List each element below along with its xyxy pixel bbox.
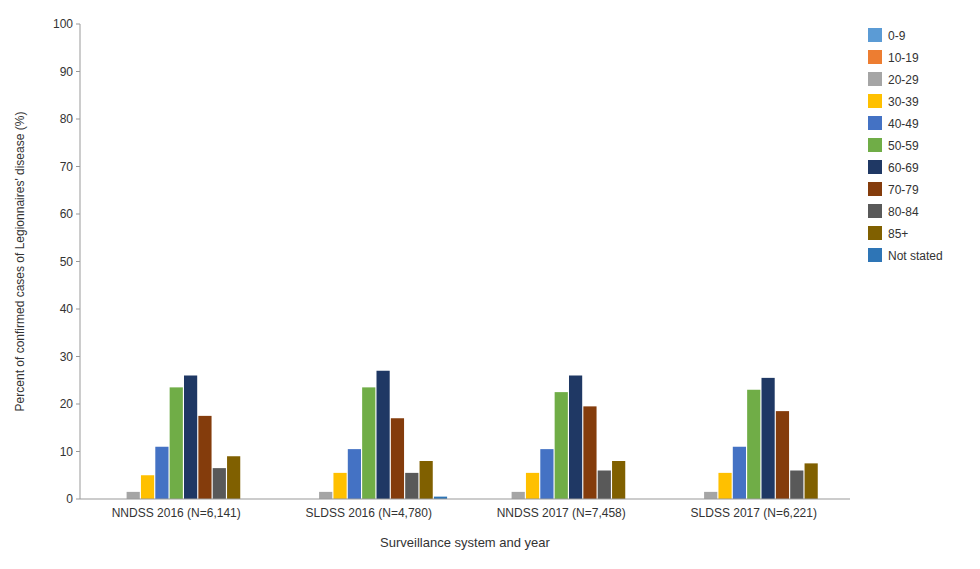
legend-swatch — [868, 138, 882, 152]
bar — [170, 387, 183, 499]
legend: 0-9 10-19 20-29 30-39 40-49 50-59 60-69 70-79 80… — [868, 28, 943, 263]
bar — [704, 492, 717, 499]
bar — [227, 456, 240, 499]
legend-swatch — [868, 204, 882, 218]
bar — [141, 475, 154, 499]
legend-label: 85+ — [888, 227, 908, 241]
bar — [362, 387, 375, 499]
bar — [155, 447, 168, 499]
bar — [526, 473, 539, 499]
bar — [733, 447, 746, 499]
y-tick — [76, 309, 80, 310]
y-tick-label: 90 — [60, 65, 74, 79]
x-tick-label: SLDSS 2016 (N=4,780) — [306, 506, 432, 520]
bar — [376, 371, 389, 499]
x-tick-label: NNDSS 2017 (N=7,458) — [497, 506, 626, 520]
y-tick — [76, 24, 80, 25]
bar — [555, 392, 568, 499]
legend-label: Not stated — [888, 249, 943, 263]
y-tick-label: 20 — [60, 397, 74, 411]
y-tick-label: 40 — [60, 302, 74, 316]
legend-label: 20-29 — [888, 73, 919, 87]
legend-label: 60-69 — [888, 161, 919, 175]
bar — [761, 378, 774, 499]
legend-label: 10-19 — [888, 51, 919, 65]
legend-swatch — [868, 28, 882, 42]
legend-label: 50-59 — [888, 139, 919, 153]
bar — [512, 492, 525, 499]
legend-swatch — [868, 226, 882, 240]
y-tick — [76, 214, 80, 215]
legend-swatch — [868, 94, 882, 108]
bar — [718, 473, 731, 499]
x-tick-label: SLDSS 2017 (N=6,221) — [691, 506, 817, 520]
bar — [598, 471, 611, 500]
bar — [776, 411, 789, 499]
bar — [420, 461, 433, 499]
bar — [583, 406, 596, 499]
bar — [540, 449, 553, 499]
bar — [184, 376, 197, 500]
legend-swatch — [868, 72, 882, 86]
y-tick — [76, 261, 80, 262]
bar — [213, 468, 226, 499]
bar — [790, 471, 803, 500]
legend-swatch — [868, 116, 882, 130]
y-tick-label: 70 — [60, 160, 74, 174]
bar — [348, 449, 361, 499]
y-tick — [76, 71, 80, 72]
x-axis-label: Surveillance system and year — [380, 535, 550, 550]
legend-label: 30-39 — [888, 95, 919, 109]
legend-swatch — [868, 182, 882, 196]
bar — [127, 492, 140, 499]
bars — [127, 371, 818, 499]
y-tick-label: 10 — [60, 445, 74, 459]
y-tick — [76, 356, 80, 357]
bar — [805, 463, 818, 499]
axes: 0 10 20 30 40 50 60 70 80 90 100 NNDSS 2016 (N=6,14… — [53, 17, 850, 520]
y-tick — [76, 119, 80, 120]
y-tick — [76, 451, 80, 452]
bar — [747, 390, 760, 499]
y-tick — [76, 404, 80, 405]
legend-label: 80-84 — [888, 205, 919, 219]
bar — [333, 473, 346, 499]
legend-swatch — [868, 50, 882, 64]
y-tick-label: 50 — [60, 255, 74, 269]
y-tick-label: 30 — [60, 350, 74, 364]
legend-swatch — [868, 160, 882, 174]
legend-swatch — [868, 248, 882, 262]
y-tick — [76, 499, 80, 500]
bar — [569, 376, 582, 500]
legend-label: 0-9 — [888, 29, 906, 43]
bar — [612, 461, 625, 499]
x-axis-line — [80, 499, 850, 500]
y-tick-label: 60 — [60, 207, 74, 221]
y-tick — [76, 166, 80, 167]
x-tick-label: NNDSS 2016 (N=6,141) — [112, 506, 241, 520]
y-tick-label: 80 — [60, 112, 74, 126]
legend-label: 40-49 — [888, 117, 919, 131]
y-axis-label: Percent of confirmed cases of Legionnair… — [13, 112, 27, 412]
bar — [319, 492, 332, 499]
chart: 0 10 20 30 40 50 60 70 80 90 100 NNDSS 2016 (N=6,14… — [0, 0, 980, 569]
legend-label: 70-79 — [888, 183, 919, 197]
y-tick-label: 100 — [53, 17, 73, 31]
bar — [405, 473, 418, 499]
bar — [391, 418, 404, 499]
bar — [198, 416, 211, 499]
y-tick-label: 0 — [66, 492, 73, 506]
